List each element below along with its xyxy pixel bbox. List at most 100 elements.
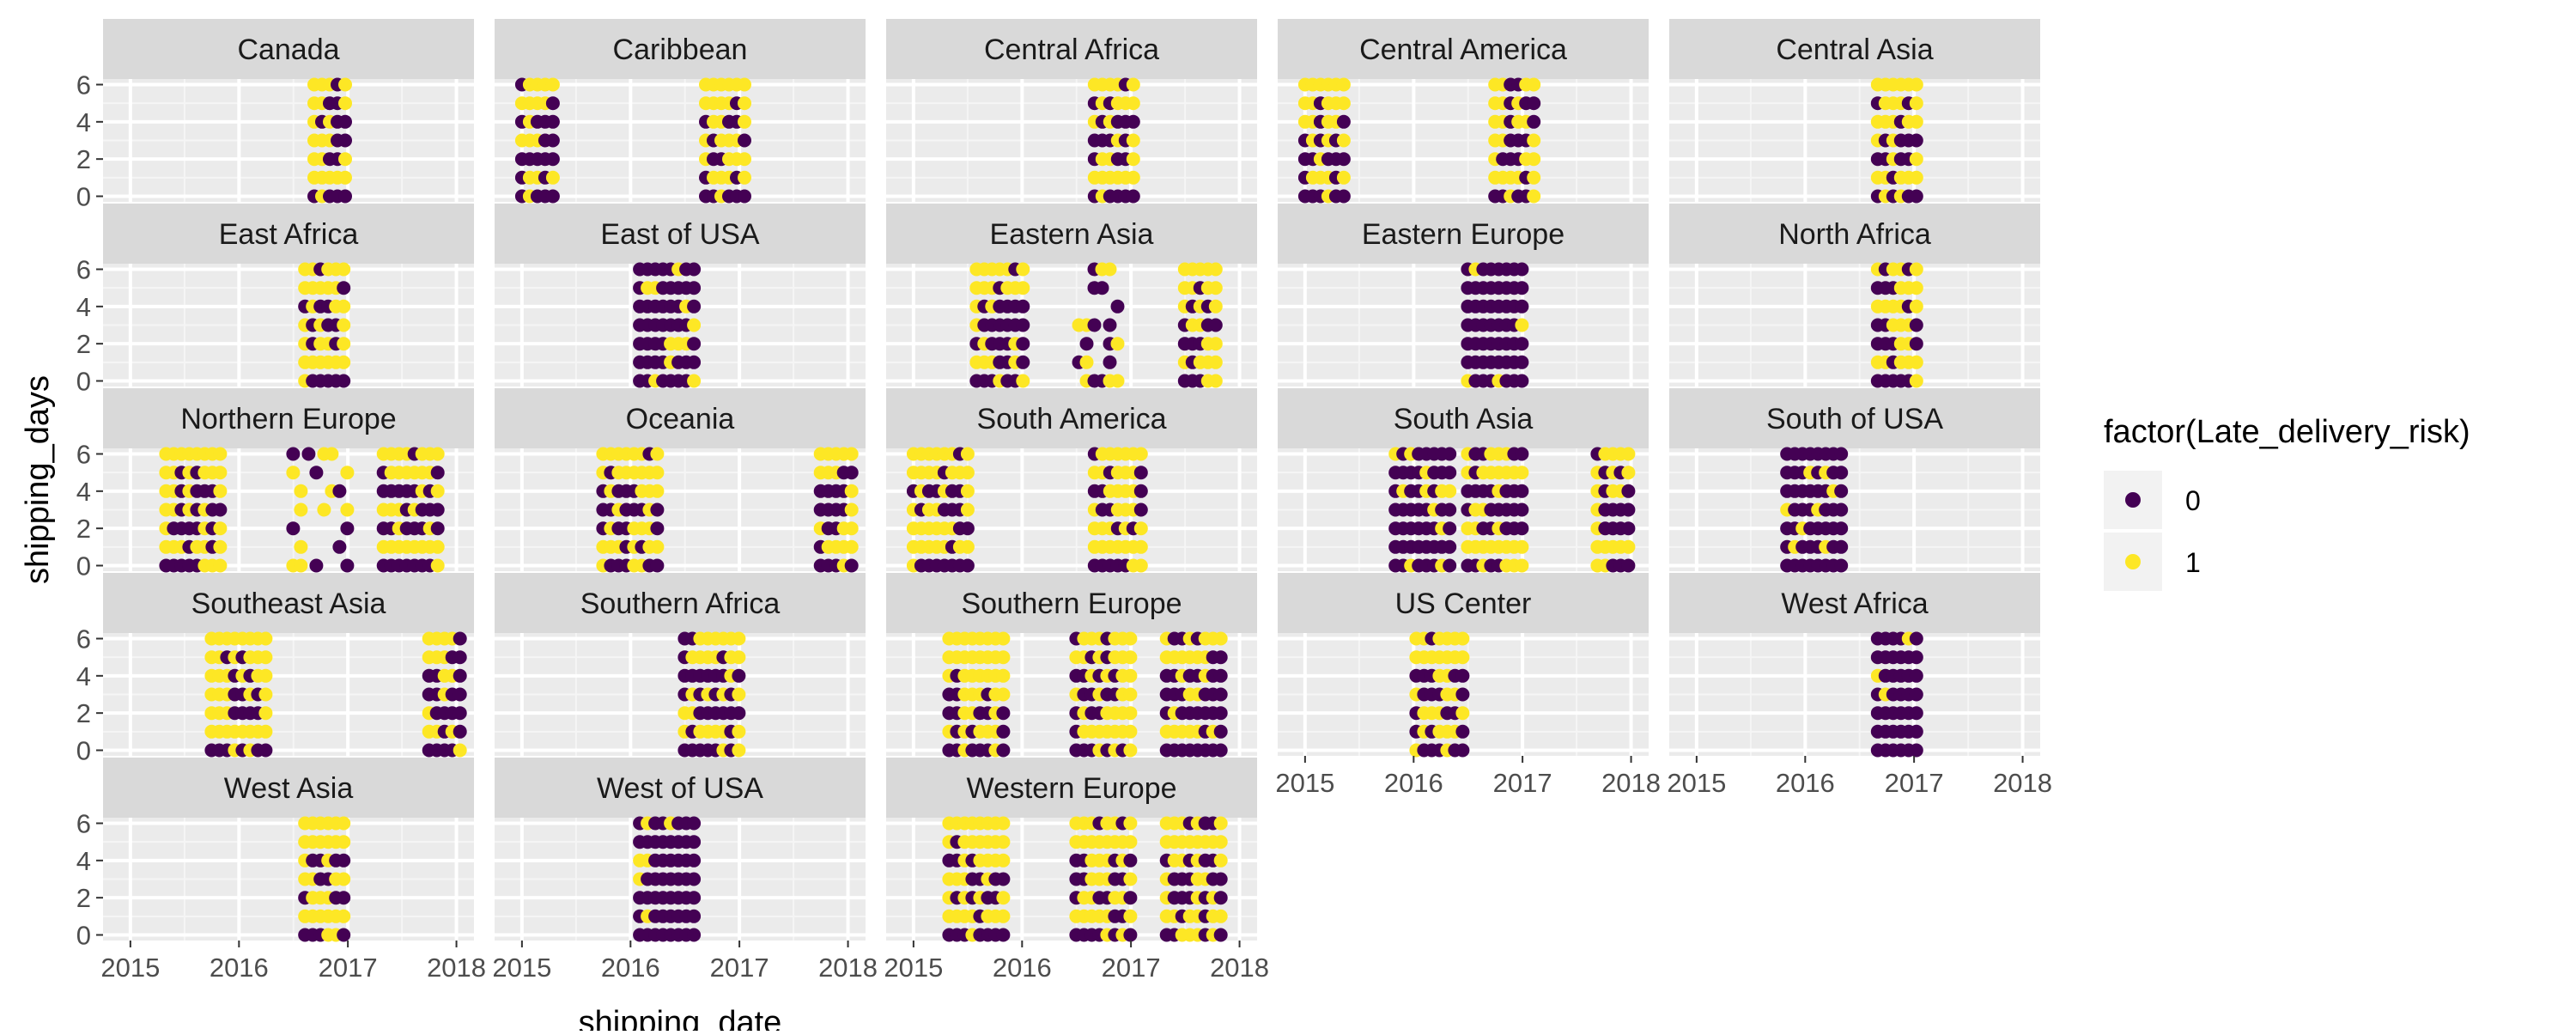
facet-panel: West Asia 0 2 4 6 2015 2016 2017 2018	[76, 758, 486, 983]
data-point	[1123, 743, 1138, 758]
data-point	[545, 114, 560, 129]
facet-label: West of USA	[597, 772, 763, 805]
facet-strip	[1278, 573, 1649, 633]
data-point	[1208, 281, 1223, 295]
data-point	[1909, 318, 1923, 332]
legend: factor(Late_delivery_risk) 0 1	[2104, 414, 2470, 591]
data-point	[687, 909, 702, 923]
data-point	[213, 502, 228, 517]
data-point	[338, 133, 352, 148]
x-tick-label: 2015	[1667, 768, 1726, 798]
data-point	[453, 743, 467, 758]
data-point	[337, 816, 351, 831]
data-point	[1123, 816, 1138, 831]
data-point	[1016, 337, 1030, 351]
data-point	[1103, 318, 1117, 332]
data-point	[1123, 706, 1138, 721]
data-point	[687, 835, 702, 849]
facet-strip	[1669, 388, 2040, 448]
facet-label: Central Asia	[1776, 33, 1933, 66]
legend-label: 1	[2185, 547, 2201, 578]
data-point	[687, 374, 702, 388]
facet-strip	[886, 204, 1257, 264]
facet-panel: Eastern Europe	[1278, 204, 1649, 388]
data-point	[1443, 558, 1457, 573]
facet-strip	[1669, 19, 2040, 79]
data-point	[1621, 484, 1636, 498]
data-point	[1455, 706, 1470, 721]
facet-label: Central America	[1359, 33, 1567, 66]
y-tick-label: 4	[76, 846, 91, 876]
data-point	[1103, 355, 1117, 369]
facet-label: South America	[976, 403, 1166, 435]
facet-strip	[495, 758, 866, 818]
data-point	[1515, 355, 1529, 369]
data-point	[430, 558, 445, 573]
data-point	[1016, 374, 1030, 388]
facet-panel: West Africa 2015 2016 2017 2018	[1667, 573, 2052, 798]
data-point	[996, 724, 1011, 739]
facet-panel: Southern Africa	[495, 573, 866, 758]
data-point	[340, 521, 355, 536]
x-tick-label: 2016	[210, 953, 269, 983]
data-point	[1527, 170, 1541, 185]
facet-label: Central Africa	[984, 33, 1159, 66]
facet-label: East of USA	[600, 218, 760, 251]
facet-strip	[495, 573, 866, 633]
y-tick-label: 0	[76, 182, 91, 212]
x-tick-label: 2017	[1102, 953, 1161, 983]
data-point	[338, 152, 352, 167]
data-point	[1909, 374, 1923, 388]
data-point	[430, 521, 445, 536]
data-point	[732, 706, 746, 721]
data-point	[337, 374, 351, 388]
data-point	[1133, 447, 1148, 461]
data-point	[340, 558, 355, 573]
data-point	[1515, 466, 1529, 480]
data-point	[650, 558, 665, 573]
data-point	[1336, 170, 1351, 185]
data-point	[258, 687, 273, 702]
legend-swatch	[2125, 492, 2141, 508]
data-point	[1909, 96, 1923, 111]
data-point	[1133, 466, 1148, 480]
facet-strip	[103, 204, 474, 264]
data-point	[545, 152, 560, 167]
data-point	[1213, 743, 1228, 758]
facet-panel: South of USA	[1669, 388, 2040, 573]
data-point	[1208, 299, 1223, 314]
y-tick-label: 6	[76, 440, 91, 470]
data-point	[1079, 355, 1094, 369]
data-point	[286, 521, 301, 536]
facet-strip	[495, 19, 866, 79]
data-point	[1909, 724, 1923, 739]
data-point	[996, 816, 1011, 831]
x-tick-label: 2016	[601, 953, 660, 983]
data-point	[738, 189, 751, 204]
y-tick-label: 0	[76, 367, 91, 397]
data-point	[1213, 816, 1228, 831]
data-point	[650, 539, 665, 554]
data-point	[1909, 262, 1923, 277]
data-point	[1336, 152, 1351, 167]
facet-label: South Asia	[1394, 403, 1534, 435]
data-point	[650, 466, 665, 480]
data-point	[453, 724, 467, 739]
data-point	[996, 668, 1011, 683]
facet-panel: Oceania	[495, 388, 866, 573]
data-point	[650, 484, 665, 498]
data-point	[650, 447, 665, 461]
data-point	[1016, 355, 1030, 369]
data-point	[332, 484, 347, 498]
data-point	[996, 909, 1011, 923]
data-point	[1126, 170, 1140, 185]
data-point	[732, 687, 746, 702]
facet-label: Oceania	[626, 403, 735, 435]
data-point	[1443, 539, 1457, 554]
data-point	[1515, 447, 1529, 461]
data-point	[453, 706, 467, 721]
data-point	[338, 96, 352, 111]
data-point	[258, 650, 273, 665]
data-point	[1208, 262, 1223, 277]
